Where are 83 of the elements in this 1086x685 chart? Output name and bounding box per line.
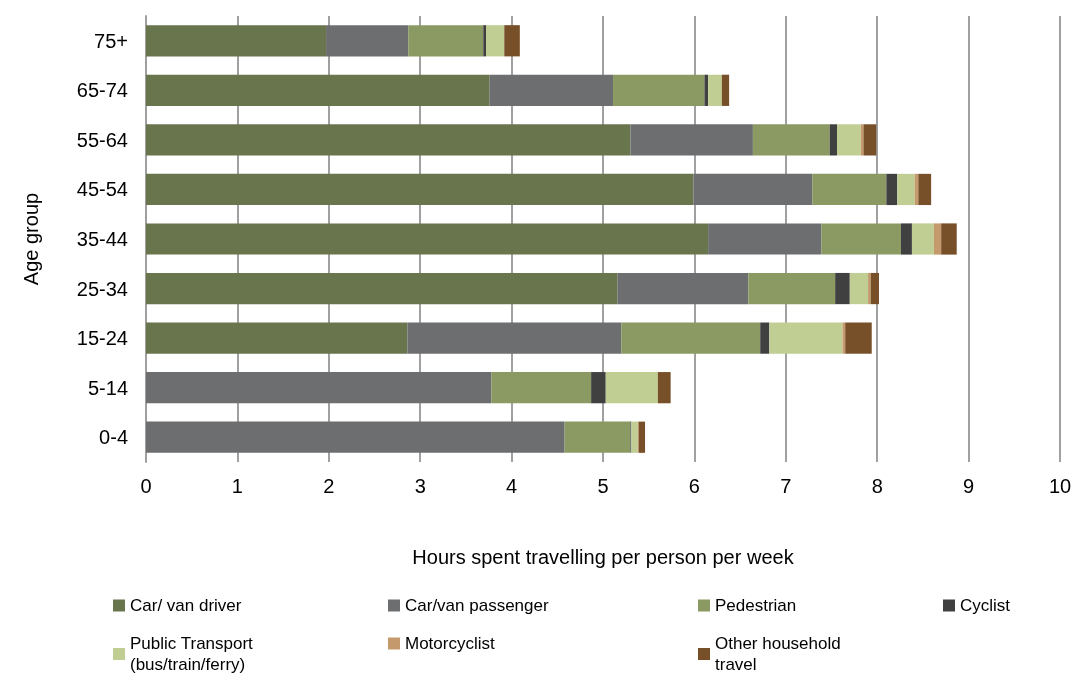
bar	[146, 173, 694, 206]
x-tick-label: 9	[963, 475, 975, 497]
legend-label: Pedestrian	[715, 596, 797, 615]
y-axis-title: Age group	[20, 192, 42, 286]
bar	[748, 272, 836, 305]
y-tick-label: 55-64	[76, 128, 128, 151]
x-axis-title: Hours spent travelling per person per week	[412, 546, 795, 568]
bar	[489, 74, 614, 106]
bar	[863, 124, 877, 156]
x-tick-label: 10	[1048, 475, 1072, 497]
bar	[849, 272, 869, 305]
x-tick-label: 4	[506, 475, 518, 497]
x-tick-label: 5	[597, 475, 609, 497]
bar	[146, 421, 565, 453]
bar	[900, 223, 912, 255]
bar	[408, 25, 484, 57]
y-tick-label: 0-4	[99, 426, 128, 449]
bar	[868, 272, 871, 305]
bar	[146, 322, 408, 354]
bar	[842, 322, 846, 354]
bar	[769, 322, 843, 354]
bar	[504, 25, 520, 57]
bar	[752, 124, 830, 156]
x-tick-label: 0	[140, 475, 152, 497]
legend-label: Motorcyclist	[405, 634, 496, 653]
y-tick-label: 75+	[94, 29, 128, 52]
bar	[721, 74, 730, 106]
bar	[613, 74, 705, 106]
bar	[821, 223, 901, 255]
x-tick-label: 7	[780, 475, 792, 497]
bar	[708, 74, 722, 106]
bar	[835, 272, 850, 305]
bar	[591, 372, 606, 404]
bar	[146, 74, 490, 106]
bar	[812, 173, 887, 206]
bar	[657, 372, 671, 404]
bar	[486, 25, 505, 57]
y-tick-label: 25-34	[76, 277, 128, 300]
bar	[704, 74, 709, 106]
x-tick-label: 8	[871, 475, 883, 497]
bar	[483, 25, 487, 57]
legend-label: Car/ van driver	[130, 596, 242, 615]
y-tick-label: 45-54	[76, 178, 128, 201]
bar	[918, 173, 932, 206]
bar	[708, 223, 822, 255]
bar	[911, 223, 934, 255]
y-tick-label: 5-14	[87, 376, 128, 399]
y-tick-label: 15-24	[76, 327, 128, 350]
legend-label: Public Transport (bus/train/ferry)	[130, 634, 258, 674]
bar	[621, 322, 761, 354]
bar	[491, 372, 592, 404]
bar	[146, 124, 631, 156]
bar	[845, 322, 872, 354]
y-tick-label: 35-44	[76, 228, 128, 250]
bar	[941, 223, 957, 255]
bar	[146, 223, 709, 255]
bar	[146, 25, 327, 57]
legend-label: Cyclist	[960, 596, 1011, 615]
x-tick-label: 2	[323, 475, 335, 497]
bar	[638, 421, 646, 453]
x-tick-label: 6	[688, 475, 700, 497]
bar	[933, 223, 942, 255]
bar	[630, 124, 753, 156]
bar	[836, 124, 861, 156]
bar	[617, 272, 749, 305]
bar	[886, 173, 898, 206]
x-tick-label: 3	[414, 475, 426, 497]
bar	[605, 372, 658, 404]
bar	[870, 272, 880, 305]
y-tick-label: 65-74	[76, 79, 128, 102]
bar	[146, 272, 618, 305]
bar	[693, 173, 813, 206]
bar	[407, 322, 622, 354]
bar	[760, 322, 770, 354]
bar	[146, 372, 492, 404]
bar	[564, 421, 631, 453]
bar	[897, 173, 915, 206]
legend-label: Car/van passenger	[405, 596, 549, 615]
legend-label: Other household travel	[715, 634, 846, 674]
bar	[829, 124, 837, 156]
bar	[631, 421, 638, 453]
bar	[326, 25, 409, 57]
x-tick-label: 1	[231, 475, 243, 497]
